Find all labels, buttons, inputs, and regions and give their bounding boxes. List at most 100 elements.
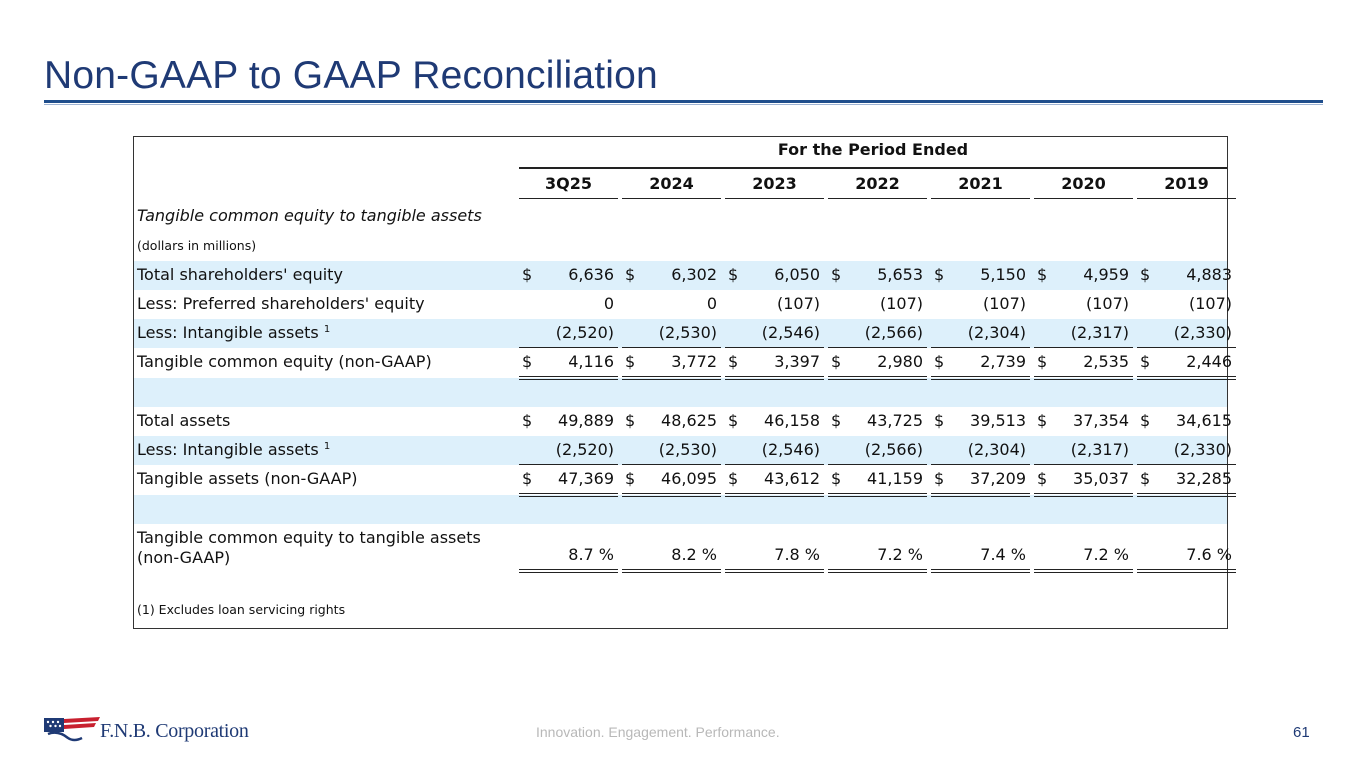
cell-value: 46,158 [764, 411, 820, 430]
cell-value: 37,354 [1073, 411, 1129, 430]
dollar-sign: $ [831, 265, 842, 284]
cell-value: (2,330) [1173, 440, 1232, 459]
table-cell: (2,520) [519, 319, 618, 348]
row-label: Tangible common equity (non-GAAP) [137, 352, 432, 371]
cell-value: (2,566) [864, 323, 923, 342]
period-header-rule [519, 167, 1227, 169]
row-tangible-assets: Tangible assets (non-GAAP) [134, 465, 1227, 494]
column-header-2019: 2019 [1137, 170, 1236, 199]
dollar-sign: $ [934, 469, 945, 488]
table-cell: $5,150 [931, 261, 1030, 289]
dollar-sign: $ [1037, 411, 1048, 430]
cell-value: 6,050 [774, 265, 820, 284]
row-preferred: Less: Preferred shareholders' equity [134, 290, 1227, 319]
table-cell: (2,530) [622, 319, 721, 348]
row-label: Less: Preferred shareholders' equity [137, 294, 425, 313]
dollar-sign: $ [625, 352, 636, 371]
column-header-label: 2020 [1061, 174, 1106, 193]
table-cell: (2,530) [622, 436, 721, 465]
cell-value: 7.6 % [1186, 545, 1232, 564]
section-title-row: Tangible common equity to tangible asset… [134, 200, 1227, 230]
row-label: Total assets [137, 411, 231, 430]
cell-value: 4,883 [1186, 265, 1232, 284]
table-cell: 7.6 % [1137, 541, 1236, 573]
table-cell: $41,159 [828, 465, 927, 497]
row-label-text: Less: Intangible assets [137, 440, 324, 459]
table-cell: 7.4 % [931, 541, 1030, 573]
cell-value: 8.2 % [671, 545, 717, 564]
table-cell: $5,653 [828, 261, 927, 289]
row-label-line1: Tangible common equity to tangible asset… [137, 528, 481, 547]
column-header-3Q25: 3Q25 [519, 170, 618, 199]
dollar-sign: $ [728, 265, 739, 284]
title-divider [44, 100, 1323, 103]
table-cell: (107) [931, 290, 1030, 318]
table-cell: 7.2 % [828, 541, 927, 573]
dollar-sign: $ [625, 265, 636, 284]
cell-value: 49,889 [558, 411, 614, 430]
table-cell: $43,725 [828, 407, 927, 435]
spacer-row [134, 378, 1227, 407]
table-cell: $2,739 [931, 348, 1030, 380]
footnote-marker: 1 [323, 324, 331, 335]
cell-value: 8.7 % [568, 545, 614, 564]
table-cell: (107) [1034, 290, 1133, 318]
cell-value: (2,530) [658, 323, 717, 342]
table-cell: (2,330) [1137, 319, 1236, 348]
table-cell: $46,158 [725, 407, 824, 435]
company-name: F.N.B. Corporation [100, 720, 249, 742]
row-total-equity: Total shareholders' equity [134, 261, 1227, 290]
cell-value: 5,150 [980, 265, 1026, 284]
table-cell: 0 [622, 290, 721, 318]
footnote-row: (1) Excludes loan servicing rights [134, 598, 1227, 622]
dollar-sign: $ [831, 411, 842, 430]
dollar-sign: $ [1140, 411, 1151, 430]
table-cell: (2,304) [931, 319, 1030, 348]
cell-value: 43,725 [867, 411, 923, 430]
table-cell: (2,317) [1034, 319, 1133, 348]
column-header-2022: 2022 [828, 170, 927, 199]
dollar-sign: $ [728, 411, 739, 430]
table-cell: (2,566) [828, 319, 927, 348]
row-label: Less: Intangible assets 1 [137, 323, 330, 342]
row-label-line2: (non-GAAP) [137, 548, 231, 567]
cell-value: 43,612 [764, 469, 820, 488]
cell-value: 3,772 [671, 352, 717, 371]
cell-value: 3,397 [774, 352, 820, 371]
cell-value: 7.8 % [774, 545, 820, 564]
row-total-assets: Total assets [134, 407, 1227, 436]
cell-value: (2,330) [1173, 323, 1232, 342]
table-cell: $47,369 [519, 465, 618, 497]
cell-value: 2,446 [1186, 352, 1232, 371]
dollar-sign: $ [934, 265, 945, 284]
cell-value: 6,302 [671, 265, 717, 284]
table-cell: $35,037 [1034, 465, 1133, 497]
table-cell: (2,330) [1137, 436, 1236, 465]
table-cell: $4,959 [1034, 261, 1133, 289]
cell-value: (107) [1085, 294, 1129, 313]
cell-value: (2,546) [761, 440, 820, 459]
period-header: For the Period Ended [777, 140, 969, 159]
cell-value: (2,546) [761, 323, 820, 342]
table-cell: (2,566) [828, 436, 927, 465]
column-header-label: 2022 [855, 174, 900, 193]
row-label: Less: Intangible assets 1 [137, 440, 330, 459]
section-title: Tangible common equity to tangible asset… [137, 206, 482, 225]
page-title: Non-GAAP to GAAP Reconciliation [44, 54, 658, 97]
table-cell: $37,209 [931, 465, 1030, 497]
cell-value: 47,369 [558, 469, 614, 488]
dollar-sign: $ [1037, 352, 1048, 371]
table-cell: (2,317) [1034, 436, 1133, 465]
dollar-sign: $ [831, 469, 842, 488]
dollar-sign: $ [522, 265, 533, 284]
table-cell: $4,116 [519, 348, 618, 380]
dollar-sign: $ [522, 352, 533, 371]
dollar-sign: $ [1037, 469, 1048, 488]
table-cell: $2,446 [1137, 348, 1236, 380]
cell-value: 0 [603, 294, 614, 313]
column-header-label: 2024 [649, 174, 694, 193]
cell-value: 7.2 % [1083, 545, 1129, 564]
dollar-sign: $ [1140, 352, 1151, 371]
column-header-2020: 2020 [1034, 170, 1133, 199]
table-cell: 7.2 % [1034, 541, 1133, 573]
